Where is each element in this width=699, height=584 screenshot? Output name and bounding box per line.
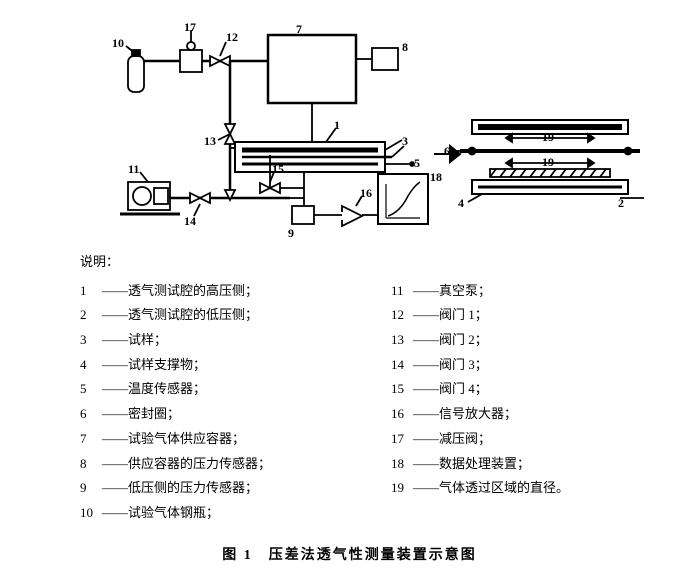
legend-num: 11 [391,279,413,304]
legend-row: 3——试样； [80,328,271,353]
legend-num: 5 [80,377,102,402]
label-6: 6 [444,144,450,159]
legend-col-left: 1——透气测试腔的高压侧；2——透气测试腔的低压侧；3——试样；4——试样支撑物… [80,279,271,526]
legend-text: 低压侧的压力传感器； [128,480,258,495]
legend-text: 阀门 4； [439,381,488,396]
legend-row: 17——减压阀； [391,427,569,452]
legend-text: 试样支撑物； [128,357,206,372]
label-11: 11 [128,162,139,177]
legend-num: 12 [391,303,413,328]
label-4: 4 [458,196,464,211]
legend-text: 阀门 2； [439,332,488,347]
legend-text: 试验气体供应容器； [128,431,245,446]
legend-num: 9 [80,476,102,501]
legend-row: 15——阀门 4； [391,377,569,402]
legend-row: 2——透气测试腔的低压侧； [80,303,271,328]
legend-row: 5——温度传感器； [80,377,271,402]
label-19b: 19 [542,155,554,170]
legend-row: 12——阀门 1； [391,303,569,328]
legend-row: 18——数据处理装置； [391,452,569,477]
legend-text: 气体透过区域的直径。 [439,480,569,495]
legend-row: 4——试样支撑物； [80,353,271,378]
label-1: 1 [334,118,340,133]
label-15: 15 [272,162,284,177]
label-9: 9 [288,226,294,241]
label-2: 2 [618,196,624,211]
label-13: 13 [204,134,216,149]
legend-text: 透气测试腔的低压侧； [128,307,258,322]
legend: 说明： 1——透气测试腔的高压侧；2——透气测试腔的低压侧；3——试样；4——试… [20,250,679,526]
legend-num: 16 [391,402,413,427]
schematic-svg [20,20,680,240]
legend-text: 透气测试腔的高压侧； [128,283,258,298]
legend-row: 19——气体透过区域的直径。 [391,476,569,501]
legend-num: 14 [391,353,413,378]
legend-row: 11——真空泵； [391,279,569,304]
legend-text: 试验气体钢瓶； [128,505,219,520]
legend-row: 13——阀门 2； [391,328,569,353]
legend-row: 6——密封圈； [80,402,271,427]
label-14: 14 [184,214,196,229]
legend-num: 19 [391,476,413,501]
label-10: 10 [112,36,124,51]
label-3: 3 [402,134,408,149]
legend-text: 温度传感器； [128,381,206,396]
legend-text: 供应容器的压力传感器； [128,456,271,471]
label-18: 18 [430,170,442,185]
label-17: 17 [184,20,196,35]
legend-text: 减压阀； [439,431,491,446]
schematic-diagram: 1 2 3 4 5 6 7 8 9 10 11 12 13 14 15 16 1… [20,20,680,240]
legend-row: 1——透气测试腔的高压侧； [80,279,271,304]
legend-title: 说明： [80,250,639,275]
legend-text: 数据处理装置； [439,456,530,471]
legend-text: 密封圈； [128,406,180,421]
legend-num: 15 [391,377,413,402]
label-16: 16 [360,186,372,201]
label-5: 5 [414,156,420,171]
figure-caption: 图 1 压差法透气性测量装置示意图 [20,544,679,564]
legend-row: 7——试验气体供应容器； [80,427,271,452]
label-12: 12 [226,30,238,45]
legend-num: 18 [391,452,413,477]
legend-text: 试样； [128,332,167,347]
legend-num: 4 [80,353,102,378]
legend-row: 10——试验气体钢瓶； [80,501,271,526]
legend-text: 信号放大器； [439,406,517,421]
legend-num: 6 [80,402,102,427]
legend-num: 10 [80,501,102,526]
legend-row: 9——低压侧的压力传感器； [80,476,271,501]
label-19a: 19 [542,130,554,145]
legend-num: 8 [80,452,102,477]
legend-row: 8——供应容器的压力传感器； [80,452,271,477]
legend-num: 2 [80,303,102,328]
legend-row: 16——信号放大器； [391,402,569,427]
label-7: 7 [296,22,302,37]
legend-num: 17 [391,427,413,452]
legend-num: 1 [80,279,102,304]
label-8: 8 [402,40,408,55]
legend-num: 3 [80,328,102,353]
legend-col-right: 11——真空泵；12——阀门 1；13——阀门 2；14——阀门 3；15——阀… [391,279,569,526]
legend-text: 真空泵； [439,283,491,298]
legend-text: 阀门 3； [439,357,488,372]
legend-num: 13 [391,328,413,353]
legend-text: 阀门 1； [439,307,488,322]
legend-num: 7 [80,427,102,452]
legend-row: 14——阀门 3； [391,353,569,378]
